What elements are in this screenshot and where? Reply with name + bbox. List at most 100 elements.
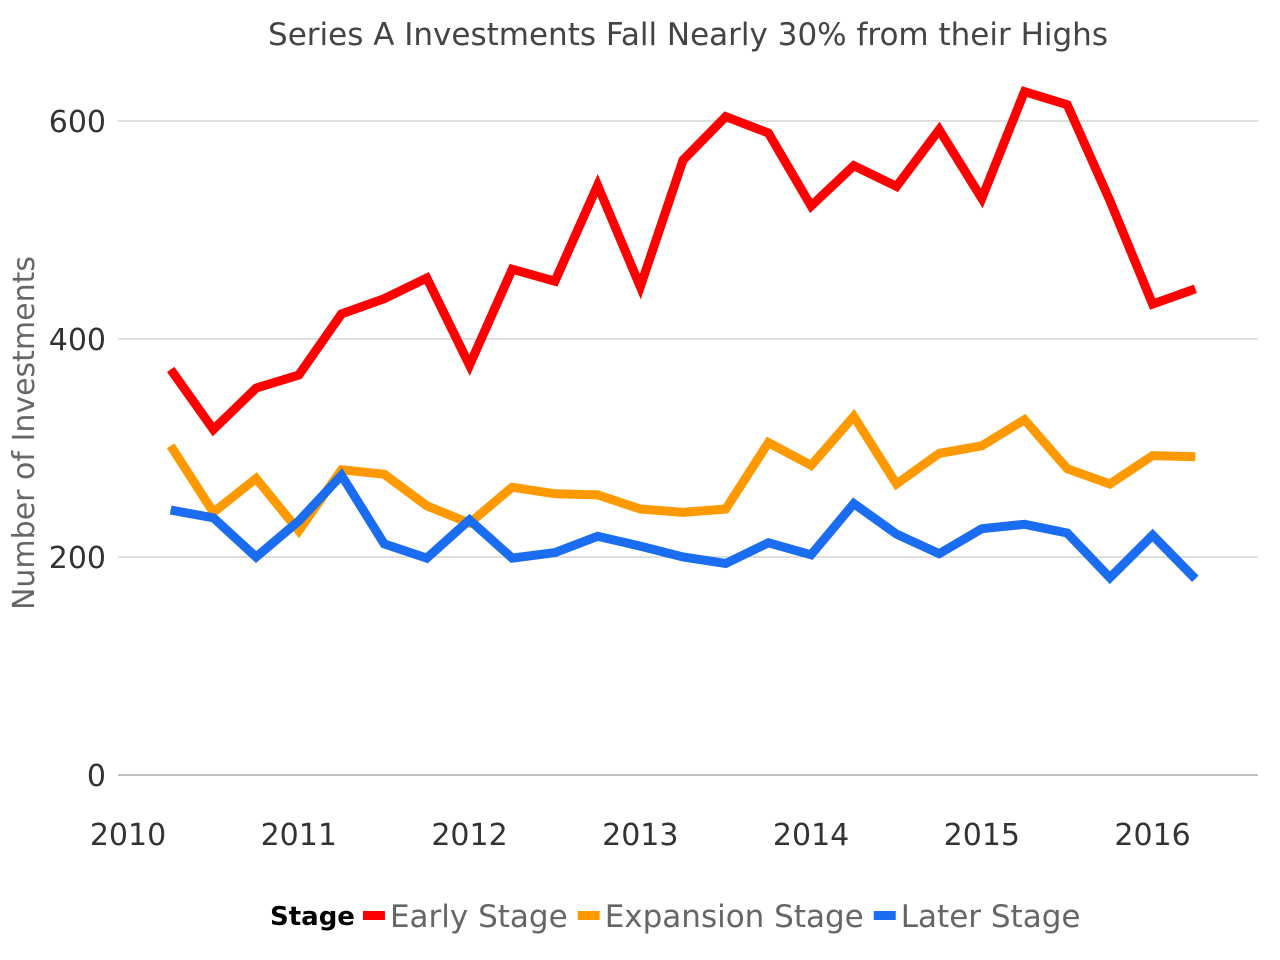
x-tick-label-2012: 2012 <box>431 818 507 853</box>
x-tick-label-2011: 2011 <box>261 818 337 853</box>
data-point-expansion-stage <box>767 442 769 444</box>
data-point-later-stage <box>639 545 641 547</box>
data-point-early-stage <box>426 277 428 279</box>
data-point-expansion-stage <box>597 494 599 496</box>
data-point-early-stage <box>682 159 684 161</box>
data-point-early-stage <box>597 184 599 186</box>
series-line-early-stage <box>167 86 1197 437</box>
data-point-early-stage <box>810 205 812 207</box>
legend-swatch-expansion-stage <box>577 911 600 920</box>
data-point-later-stage <box>810 554 812 556</box>
data-point-later-stage <box>1066 532 1068 534</box>
data-point-later-stage <box>511 557 513 559</box>
data-point-expansion-stage <box>981 445 983 447</box>
data-point-expansion-stage <box>853 415 855 417</box>
data-point-later-stage <box>981 528 983 530</box>
data-point-expansion-stage <box>255 478 257 479</box>
data-point-expansion-stage <box>639 508 641 510</box>
data-point-later-stage <box>255 556 257 558</box>
data-point-expansion-stage <box>725 508 727 510</box>
series-lines <box>166 86 1199 585</box>
y-tick-label-200: 200 <box>49 541 106 576</box>
data-point-later-stage <box>853 503 855 505</box>
legend-items: Early Stage Expansion Stage Later Stage <box>362 899 1081 935</box>
data-point-early-stage <box>938 129 940 131</box>
data-point-expansion-stage <box>1066 468 1068 470</box>
data-point-early-stage <box>1024 91 1025 93</box>
data-point-later-stage <box>341 474 342 476</box>
data-point-early-stage <box>554 280 556 282</box>
data-point-later-stage <box>383 543 385 545</box>
data-point-early-stage <box>1066 104 1068 106</box>
data-point-early-stage <box>639 286 641 288</box>
data-point-later-stage <box>896 533 897 535</box>
data-point-expansion-stage <box>212 511 214 513</box>
legend-label-expansion-stage: Expansion Stage <box>605 899 864 935</box>
data-point-early-stage <box>298 374 300 376</box>
data-point-early-stage <box>853 165 855 167</box>
data-point-later-stage <box>426 557 428 559</box>
series-line-expansion-stage <box>166 408 1196 539</box>
gridlines <box>118 120 1258 776</box>
data-point-later-stage <box>1109 577 1111 579</box>
data-point-expansion-stage <box>938 452 940 454</box>
legend-title: Stage <box>270 902 355 932</box>
data-point-early-stage <box>469 364 470 366</box>
data-point-later-stage <box>170 509 172 511</box>
legend-swatch-later-stage <box>873 911 896 920</box>
data-point-expansion-stage <box>1194 456 1196 458</box>
data-point-early-stage <box>981 197 983 199</box>
data-point-early-stage <box>1152 303 1154 305</box>
y-axis-ticks: 0 200 400 600 <box>49 105 106 794</box>
data-point-early-stage <box>1194 288 1196 290</box>
data-point-early-stage <box>511 268 513 270</box>
data-point-early-stage <box>212 429 214 430</box>
data-point-later-stage <box>725 563 727 564</box>
data-point-later-stage <box>469 519 470 521</box>
data-point-early-stage <box>896 185 897 187</box>
x-axis-ticks: 2010 2011 2012 2013 2014 2015 2016 <box>90 818 1191 853</box>
series-points-early-stage <box>170 91 1196 430</box>
data-point-early-stage <box>170 369 172 370</box>
data-point-later-stage <box>1024 523 1025 525</box>
data-point-early-stage <box>1109 200 1111 202</box>
data-point-expansion-stage <box>896 483 897 485</box>
legend: Stage Early Stage Expansion Stage Later St… <box>270 899 1080 935</box>
data-point-early-stage <box>255 387 257 389</box>
data-point-expansion-stage <box>1109 483 1111 485</box>
data-point-later-stage <box>597 535 599 537</box>
data-point-later-stage <box>1194 578 1196 580</box>
legend-label-early-stage: Early Stage <box>390 899 568 935</box>
data-point-expansion-stage <box>810 464 812 466</box>
y-axis-title: Number of Investments <box>7 256 42 610</box>
data-point-expansion-stage <box>298 530 300 532</box>
chart-title: Series A Investments Fall Nearly 30% fro… <box>268 17 1108 53</box>
data-point-early-stage <box>725 116 727 118</box>
data-point-expansion-stage <box>1024 419 1025 421</box>
x-tick-label-2016: 2016 <box>1114 818 1190 853</box>
data-point-expansion-stage <box>170 445 172 447</box>
y-tick-label-600: 600 <box>49 105 106 140</box>
data-point-later-stage <box>554 552 556 554</box>
series-points-later-stage <box>170 474 1196 580</box>
y-tick-label-0: 0 <box>87 759 106 794</box>
data-point-expansion-stage <box>554 493 556 495</box>
data-point-later-stage <box>767 542 769 544</box>
data-point-later-stage <box>682 556 684 558</box>
series-line-later-stage <box>169 467 1199 585</box>
data-point-expansion-stage <box>682 511 684 513</box>
data-point-later-stage <box>938 553 940 555</box>
legend-label-later-stage: Later Stage <box>901 899 1081 935</box>
data-point-expansion-stage <box>383 473 385 475</box>
data-point-expansion-stage <box>1152 455 1154 457</box>
y-tick-label-400: 400 <box>49 323 106 358</box>
data-point-later-stage <box>212 517 214 519</box>
x-tick-label-2010: 2010 <box>90 818 166 853</box>
data-point-later-stage <box>298 520 300 522</box>
x-tick-label-2015: 2015 <box>944 818 1020 853</box>
legend-swatch-early-stage <box>362 911 385 920</box>
data-point-later-stage <box>1152 534 1154 536</box>
data-point-expansion-stage <box>426 505 428 507</box>
x-tick-label-2014: 2014 <box>773 818 849 853</box>
